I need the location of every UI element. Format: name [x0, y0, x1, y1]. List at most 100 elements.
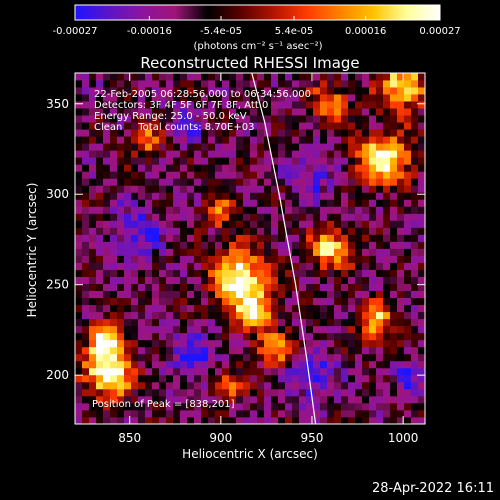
- heatmap-cell: [271, 115, 279, 123]
- heatmap-cell: [243, 346, 251, 355]
- chart-title: Reconstructed RHESSI Image: [140, 54, 359, 72]
- heatmap-cell: [166, 241, 174, 249]
- heatmap-cell: [257, 381, 265, 390]
- heatmap-cell: [418, 234, 426, 242]
- heatmap-cell: [348, 192, 356, 200]
- heatmap-cell: [397, 255, 405, 263]
- heatmap-cell: [264, 262, 272, 270]
- heatmap-cell: [411, 395, 419, 404]
- heatmap-cell: [271, 402, 279, 411]
- heatmap-cell: [152, 143, 160, 151]
- heatmap-cell: [334, 136, 342, 144]
- heatmap-cell: [397, 136, 405, 144]
- heatmap-cell: [131, 136, 139, 144]
- heatmap-cell: [82, 402, 90, 411]
- heatmap-cell: [334, 318, 342, 327]
- heatmap-cell: [166, 262, 174, 270]
- heatmap-cell: [362, 101, 370, 109]
- heatmap-cell: [89, 220, 97, 228]
- heatmap-cell: [383, 178, 391, 186]
- heatmap-cell: [96, 136, 104, 144]
- heatmap-cell: [334, 402, 342, 411]
- heatmap-cell: [110, 241, 118, 249]
- heatmap-cell: [194, 311, 202, 320]
- heatmap-cell: [285, 164, 293, 172]
- heatmap-cell: [306, 199, 314, 207]
- heatmap-cell: [334, 122, 342, 130]
- heatmap-cell: [341, 129, 349, 137]
- heatmap-cell: [75, 220, 83, 228]
- heatmap-cell: [334, 73, 342, 81]
- heatmap-cell: [411, 353, 419, 362]
- heatmap-cell: [390, 360, 398, 369]
- heatmap-cell: [369, 416, 377, 425]
- heatmap-cell: [390, 213, 398, 221]
- heatmap-cell: [327, 227, 335, 235]
- annotation-detectors: Detectors: 3F 4F 5F 6F 7F 8F, Att 0: [94, 100, 268, 111]
- heatmap-cell: [355, 115, 363, 123]
- heatmap-cell: [355, 206, 363, 214]
- heatmap-cell: [229, 150, 237, 158]
- heatmap-cell: [334, 241, 342, 249]
- heatmap-cell: [411, 87, 419, 95]
- heatmap-cell: [243, 164, 251, 172]
- heatmap-cell: [236, 115, 244, 123]
- heatmap-cell: [334, 290, 342, 299]
- heatmap-cell: [250, 325, 258, 334]
- heatmap-cell: [383, 73, 391, 81]
- heatmap-cell: [124, 192, 132, 200]
- heatmap-cell: [138, 346, 146, 355]
- heatmap-cell: [124, 115, 132, 123]
- heatmap-cell: [82, 395, 90, 404]
- heatmap-cell: [82, 150, 90, 158]
- heatmap-cell: [208, 395, 216, 404]
- heatmap-cell: [152, 290, 160, 299]
- heatmap-cell: [145, 304, 153, 313]
- heatmap-cell: [418, 241, 426, 249]
- heatmap-cell: [110, 122, 118, 130]
- heatmap-cell: [201, 108, 209, 116]
- heatmap-cell: [229, 129, 237, 137]
- heatmap-cell: [257, 234, 265, 242]
- heatmap-cell: [187, 213, 195, 221]
- heatmap-cell: [348, 248, 356, 256]
- heatmap-cell: [187, 388, 195, 397]
- heatmap-cell: [180, 353, 188, 362]
- heatmap-cell: [110, 374, 118, 383]
- heatmap-cell: [194, 360, 202, 369]
- heatmap-cell: [208, 318, 216, 327]
- heatmap-cell: [334, 157, 342, 165]
- heatmap-cell: [124, 164, 132, 172]
- heatmap-cell: [215, 129, 223, 137]
- heatmap-cell: [152, 304, 160, 313]
- heatmap-cell: [404, 269, 412, 277]
- heatmap-cell: [313, 276, 321, 284]
- heatmap-cell: [257, 346, 265, 355]
- heatmap-cell: [418, 213, 426, 221]
- heatmap-cell: [229, 402, 237, 411]
- heatmap-cell: [82, 283, 90, 292]
- heatmap-cell: [250, 178, 258, 186]
- heatmap-cell: [299, 157, 307, 165]
- heatmap-cell: [82, 325, 90, 334]
- heatmap-cell: [341, 297, 349, 306]
- heatmap-cell: [376, 262, 384, 270]
- heatmap-cell: [271, 73, 279, 81]
- heatmap-cell: [250, 311, 258, 320]
- heatmap-cell: [341, 262, 349, 270]
- heatmap-cell: [124, 255, 132, 263]
- heatmap-cell: [404, 185, 412, 193]
- heatmap-cell: [404, 318, 412, 327]
- heatmap-cell: [390, 227, 398, 235]
- heatmap-cell: [208, 108, 216, 116]
- heatmap-cell: [229, 353, 237, 362]
- heatmap-cell: [166, 297, 174, 306]
- heatmap-cell: [348, 262, 356, 270]
- heatmap-cell: [124, 353, 132, 362]
- heatmap-cell: [215, 206, 223, 214]
- heatmap-cell: [180, 402, 188, 411]
- heatmap-cell: [418, 262, 426, 270]
- heatmap-cell: [152, 192, 160, 200]
- heatmap-cell: [404, 108, 412, 116]
- heatmap-cell: [327, 157, 335, 165]
